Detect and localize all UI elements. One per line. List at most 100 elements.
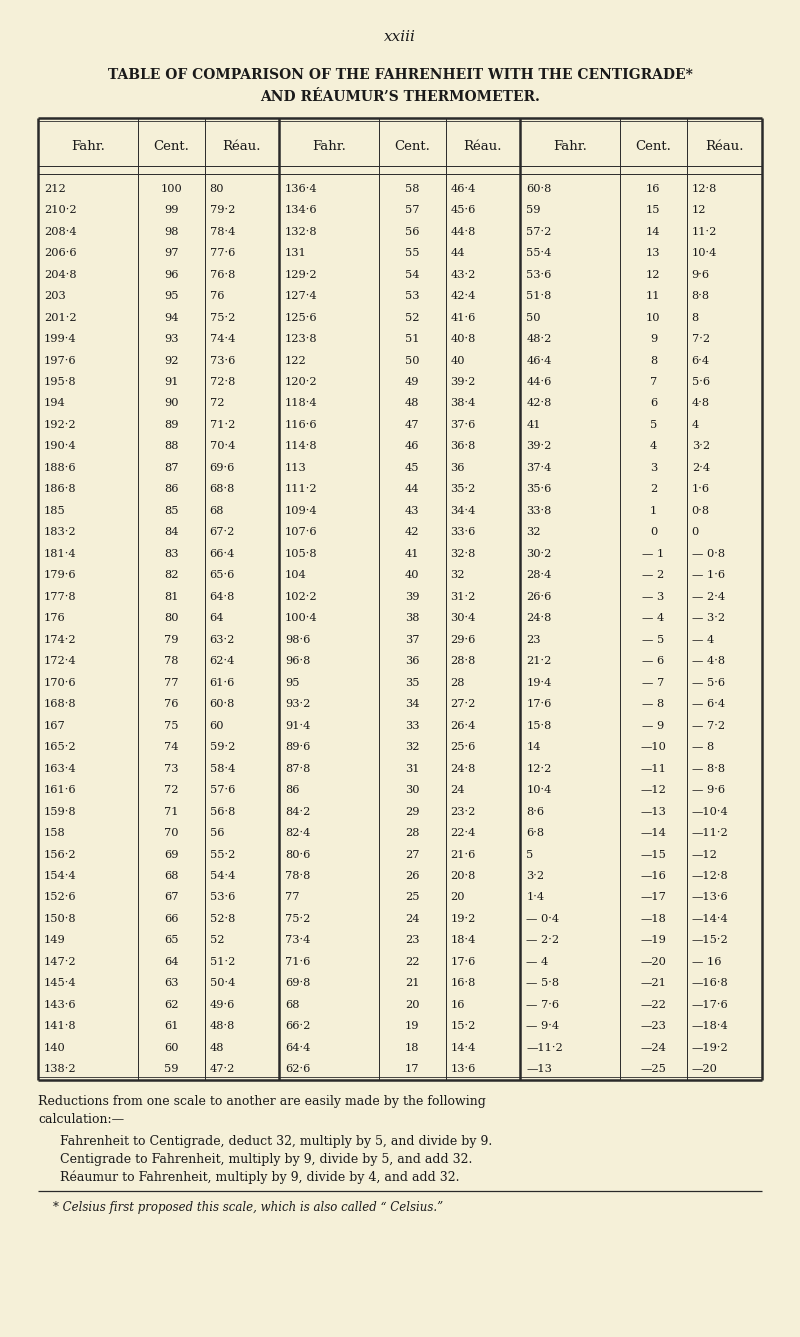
Text: 59·2: 59·2: [210, 742, 235, 753]
Text: 197·6: 197·6: [44, 356, 77, 365]
Text: Fahr.: Fahr.: [312, 139, 346, 152]
Text: 37: 37: [405, 635, 419, 644]
Text: 93·2: 93·2: [285, 699, 310, 709]
Text: 89: 89: [164, 420, 178, 431]
Text: — 1: — 1: [642, 548, 665, 559]
Text: 57: 57: [405, 205, 419, 215]
Text: Réaumur to Fahrenheit, multiply by 9, divide by 4, and add 32.: Réaumur to Fahrenheit, multiply by 9, di…: [60, 1171, 459, 1185]
Text: 152·6: 152·6: [44, 893, 77, 902]
Text: 71: 71: [164, 806, 178, 817]
Text: — 16: — 16: [692, 957, 722, 967]
Text: Cent.: Cent.: [635, 139, 671, 152]
Text: 8: 8: [650, 356, 657, 365]
Text: 74·4: 74·4: [210, 334, 235, 344]
Text: 10·4: 10·4: [526, 785, 551, 796]
Text: 37·6: 37·6: [450, 420, 476, 431]
Text: —14·4: —14·4: [692, 915, 729, 924]
Text: 134·6: 134·6: [285, 205, 318, 215]
Text: 111·2: 111·2: [285, 484, 318, 495]
Text: 79: 79: [164, 635, 178, 644]
Text: 23·2: 23·2: [450, 806, 476, 817]
Text: 1: 1: [650, 505, 657, 516]
Text: 68: 68: [285, 1000, 299, 1009]
Text: 32: 32: [450, 571, 465, 580]
Text: 89·6: 89·6: [285, 742, 310, 753]
Text: 32: 32: [526, 527, 541, 537]
Text: 20: 20: [450, 893, 465, 902]
Text: 149: 149: [44, 936, 66, 945]
Text: 91·4: 91·4: [285, 721, 310, 730]
Text: 41: 41: [526, 420, 541, 431]
Text: 12·2: 12·2: [526, 763, 551, 774]
Text: 60·8: 60·8: [526, 183, 551, 194]
Text: 136·4: 136·4: [285, 183, 318, 194]
Text: 77: 77: [285, 893, 299, 902]
Text: 18·4: 18·4: [450, 936, 476, 945]
Text: 62: 62: [164, 1000, 178, 1009]
Text: 212: 212: [44, 183, 66, 194]
Text: 73: 73: [164, 763, 178, 774]
Text: 183·2: 183·2: [44, 527, 77, 537]
Text: — 0·4: — 0·4: [526, 915, 559, 924]
Text: 145·4: 145·4: [44, 979, 77, 988]
Text: 40: 40: [450, 356, 465, 365]
Text: 27: 27: [405, 849, 419, 860]
Text: 65: 65: [164, 936, 178, 945]
Text: 43·2: 43·2: [450, 270, 476, 279]
Text: 100: 100: [160, 183, 182, 194]
Text: calculation:—: calculation:—: [38, 1112, 124, 1126]
Text: 13·6: 13·6: [450, 1064, 476, 1074]
Text: 114·8: 114·8: [285, 441, 318, 452]
Text: 141·8: 141·8: [44, 1021, 77, 1031]
Text: 47·2: 47·2: [210, 1064, 235, 1074]
Text: 72: 72: [210, 398, 224, 409]
Text: — 0·8: — 0·8: [692, 548, 725, 559]
Text: — 4: — 4: [642, 614, 665, 623]
Text: 17·6: 17·6: [450, 957, 476, 967]
Text: 58: 58: [405, 183, 419, 194]
Text: 41·6: 41·6: [450, 313, 476, 322]
Text: —11·2: —11·2: [692, 828, 729, 838]
Text: 24·8: 24·8: [450, 763, 476, 774]
Text: 75·2: 75·2: [285, 915, 310, 924]
Text: 143·6: 143·6: [44, 1000, 77, 1009]
Text: 32·8: 32·8: [450, 548, 476, 559]
Text: 129·2: 129·2: [285, 270, 318, 279]
Text: 4: 4: [692, 420, 699, 431]
Text: 7·2: 7·2: [692, 334, 710, 344]
Text: 131: 131: [285, 249, 307, 258]
Text: 50: 50: [405, 356, 419, 365]
Text: 3·2: 3·2: [526, 870, 544, 881]
Text: 1·6: 1·6: [692, 484, 710, 495]
Text: 21: 21: [405, 979, 419, 988]
Text: 44·6: 44·6: [526, 377, 551, 386]
Text: 19·2: 19·2: [450, 915, 476, 924]
Text: — 4: — 4: [692, 635, 714, 644]
Text: 28·8: 28·8: [450, 656, 476, 666]
Text: 0·8: 0·8: [692, 505, 710, 516]
Text: 194: 194: [44, 398, 66, 409]
Text: 79·2: 79·2: [210, 205, 235, 215]
Text: 24: 24: [450, 785, 465, 796]
Text: 3: 3: [650, 463, 657, 473]
Text: — 7·6: — 7·6: [526, 1000, 559, 1009]
Text: 7: 7: [650, 377, 657, 386]
Text: 91: 91: [164, 377, 178, 386]
Text: 138·2: 138·2: [44, 1064, 77, 1074]
Text: 26·6: 26·6: [526, 592, 551, 602]
Text: Cent.: Cent.: [154, 139, 189, 152]
Text: — 9·4: — 9·4: [526, 1021, 559, 1031]
Text: 127·4: 127·4: [285, 291, 318, 301]
Text: 69: 69: [164, 849, 178, 860]
Text: 33·6: 33·6: [450, 527, 476, 537]
Text: 27·2: 27·2: [450, 699, 476, 709]
Text: 86: 86: [285, 785, 299, 796]
Text: — 5·8: — 5·8: [526, 979, 559, 988]
Text: 165·2: 165·2: [44, 742, 77, 753]
Text: —22: —22: [641, 1000, 666, 1009]
Text: Réau.: Réau.: [705, 139, 744, 152]
Text: 5: 5: [650, 420, 657, 431]
Text: 57·6: 57·6: [210, 785, 235, 796]
Text: 76: 76: [164, 699, 178, 709]
Text: 96·8: 96·8: [285, 656, 310, 666]
